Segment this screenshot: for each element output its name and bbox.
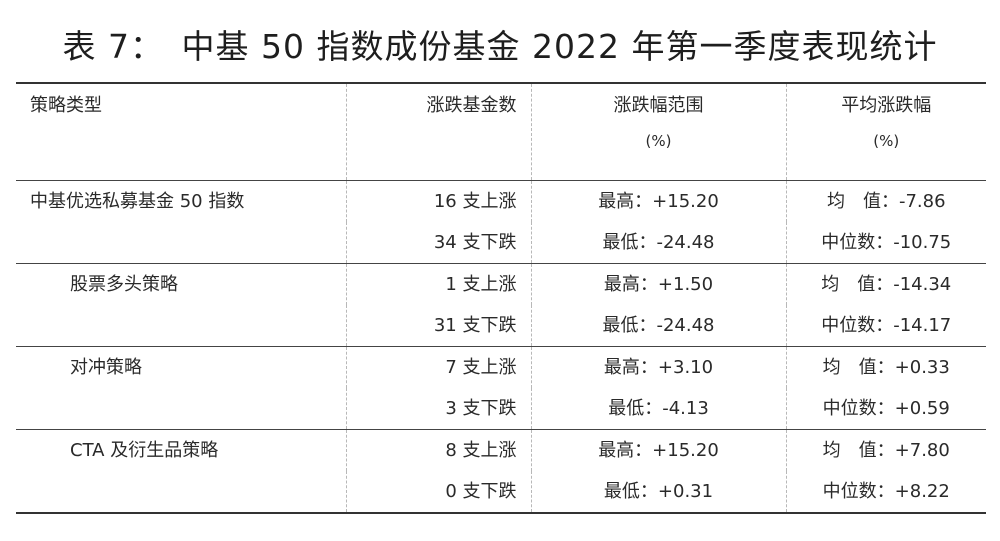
table-row: 股票多头策略 1 支上涨 最高：+1.50 均 值：-14.34 (16, 263, 986, 305)
header-strategy: 策略类型 (16, 83, 346, 181)
table-header: 策略类型 涨跌基金数 涨跌幅范围 (%) 平均涨跌幅 (%) (16, 83, 986, 181)
header-avg-unit: (%) (873, 132, 900, 150)
header-count-label: 涨跌基金数 (426, 95, 517, 116)
table-row: 对冲策略 7 支上涨 最高：+3.10 均 值：+0.33 (16, 346, 986, 388)
header-range: 涨跌幅范围 (%) (530, 83, 786, 181)
count-cell: 3 支下跌 (345, 388, 531, 430)
avg-cell: 中位数：+0.59 (785, 388, 986, 430)
range-cell: 最低：-4.13 (530, 388, 786, 430)
header-range-label: 涨跌幅范围 (613, 95, 704, 116)
strategy-name-empty (16, 222, 346, 264)
strategy-name-cta: CTA 及衍生品策略 (70, 440, 219, 461)
strategy-name-hedge: 对冲策略 (70, 357, 142, 378)
avg-cell: 均 值：+7.80 (785, 429, 986, 471)
table-row: CTA 及衍生品策略 8 支上涨 最高：+15.20 均 值：+7.80 (16, 429, 986, 471)
strategy-name-empty (16, 471, 346, 513)
strategy-name-equity-long: 股票多头策略 (70, 274, 178, 295)
count-cell: 7 支上涨 (345, 346, 531, 388)
avg-cell: 均 值：-7.86 (785, 180, 986, 222)
table-row: 34 支下跌 最低：-24.48 中位数：-10.75 (16, 222, 986, 264)
table-row: 0 支下跌 最低：+0.31 中位数：+8.22 (16, 471, 986, 513)
count-cell: 0 支下跌 (345, 471, 531, 513)
strategy-name-index: 中基优选私募基金 50 指数 (30, 191, 245, 212)
header-strategy-label: 策略类型 (30, 95, 102, 116)
range-cell: 最低：-24.48 (530, 305, 786, 347)
range-cell: 最高：+15.20 (530, 180, 786, 222)
avg-cell: 均 值：+0.33 (785, 346, 986, 388)
header-avg-label: 平均涨跌幅 (841, 95, 932, 116)
count-cell: 8 支上涨 (345, 429, 531, 471)
table-body: 中基优选私募基金 50 指数 16 支上涨 最高：+15.20 均 值：-7.8… (16, 180, 986, 513)
table-row: 31 支下跌 最低：-24.48 中位数：-14.17 (16, 305, 986, 347)
table-row: 中基优选私募基金 50 指数 16 支上涨 最高：+15.20 均 值：-7.8… (16, 180, 986, 222)
range-cell: 最低：+0.31 (530, 471, 786, 513)
range-cell: 最高：+3.10 (530, 346, 786, 388)
avg-cell: 中位数：-14.17 (785, 305, 986, 347)
range-cell: 最低：-24.48 (530, 222, 786, 264)
count-cell: 31 支下跌 (345, 305, 531, 347)
range-cell: 最高：+1.50 (530, 263, 786, 305)
avg-cell: 中位数：-10.75 (785, 222, 986, 264)
performance-table: 策略类型 涨跌基金数 涨跌幅范围 (%) 平均涨跌幅 (%) 中基优选私募基金 … (16, 82, 986, 514)
header-avg: 平均涨跌幅 (%) (785, 83, 986, 181)
avg-cell: 均 值：-14.34 (785, 263, 986, 305)
table-title: 表 7： 中基 50 指数成份基金 2022 年第一季度表现统计 (62, 27, 938, 66)
count-cell: 16 支上涨 (345, 180, 531, 222)
count-cell: 1 支上涨 (345, 263, 531, 305)
table-row: 3 支下跌 最低：-4.13 中位数：+0.59 (16, 388, 986, 430)
count-cell: 34 支下跌 (345, 222, 531, 264)
header-count: 涨跌基金数 (345, 83, 531, 181)
strategy-name-empty (16, 388, 346, 430)
header-range-unit: (%) (645, 132, 672, 150)
strategy-name-empty (16, 305, 346, 347)
range-cell: 最高：+15.20 (530, 429, 786, 471)
avg-cell: 中位数：+8.22 (785, 471, 986, 513)
